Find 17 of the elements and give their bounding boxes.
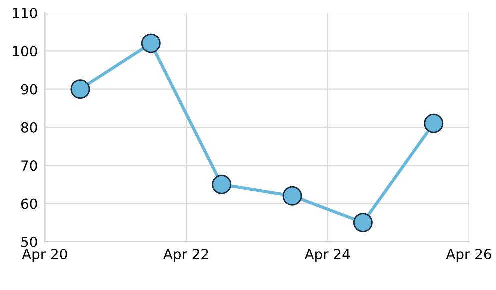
y-tick-label: 70 (22, 160, 38, 172)
x-tick-label: Apr 26 (446, 249, 492, 262)
point (70, 80, 90, 100)
point (353, 213, 373, 233)
y-tick-label: 110 (13, 8, 38, 19)
y-tick-label: 100 (13, 46, 38, 57)
point (282, 186, 302, 206)
point (424, 114, 444, 134)
point (141, 34, 161, 54)
x-tick-label: Apr 24 (304, 249, 350, 262)
y-tick-label: 80 (21, 122, 38, 133)
x-tick-label: Apr 22 (164, 249, 208, 262)
point (212, 174, 232, 194)
y-tick-label: 90 (21, 84, 38, 95)
x-tick-label: Apr 20 (22, 249, 68, 262)
y-tick-label: 50 (22, 236, 38, 248)
y-tick-label: 60 (21, 198, 38, 210)
